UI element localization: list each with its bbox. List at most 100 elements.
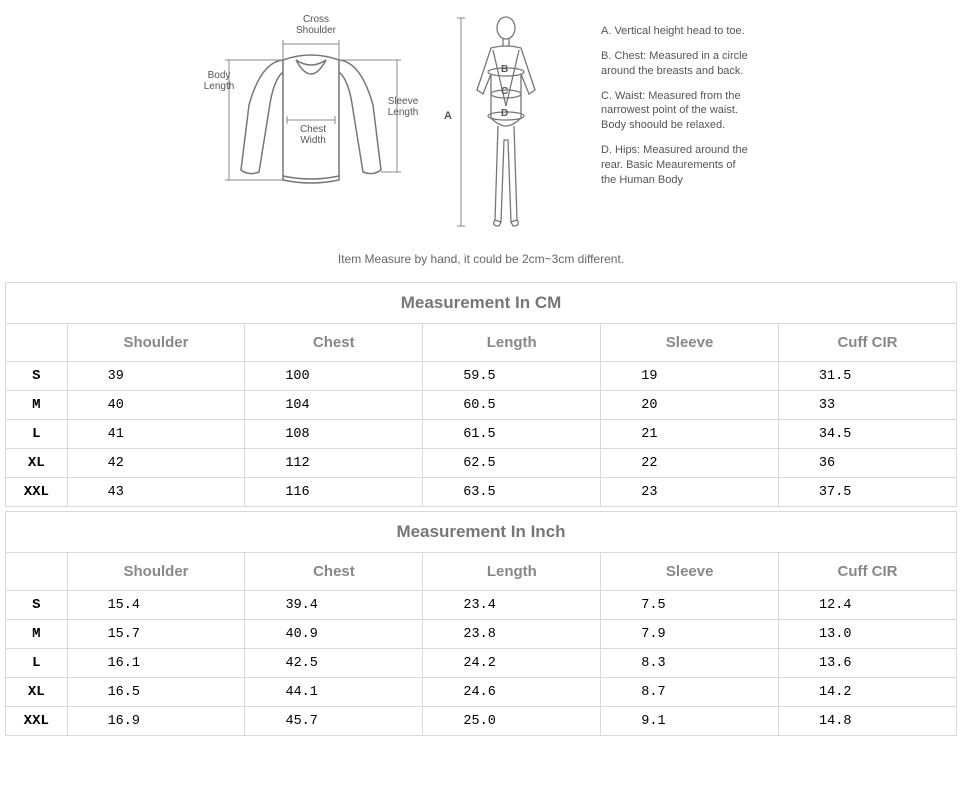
size-cell: M xyxy=(6,391,68,420)
value-cell: 42 xyxy=(67,449,245,478)
table-row: XXL4311663.52337.5 xyxy=(6,478,957,507)
value-cell: 24.2 xyxy=(423,649,601,678)
value-cell: 108 xyxy=(245,420,423,449)
value-cell: 39.4 xyxy=(245,591,423,620)
table-row: S3910059.51931.5 xyxy=(6,362,957,391)
shirt-svg xyxy=(211,10,411,210)
value-cell: 116 xyxy=(245,478,423,507)
table-row: S15.439.423.47.512.4 xyxy=(6,591,957,620)
value-cell: 15.7 xyxy=(67,620,245,649)
size-cell: XXL xyxy=(6,478,68,507)
size-cell: XL xyxy=(6,678,68,707)
value-cell: 13.0 xyxy=(779,620,957,649)
value-cell: 31.5 xyxy=(778,362,956,391)
value-cell: 25.0 xyxy=(423,707,601,736)
body-diagram: A B C D xyxy=(441,10,571,240)
label-cross-shoulder: Cross Shoulder xyxy=(291,14,341,36)
size-cell: L xyxy=(6,649,68,678)
size-cell: M xyxy=(6,620,68,649)
size-cell: S xyxy=(6,591,68,620)
col-shoulder: Shoulder xyxy=(67,324,245,362)
table-inch-header-row: Shoulder Chest Length Sleeve Cuff CIR xyxy=(6,553,957,591)
table-inch: Measurement In Inch Shoulder Chest Lengt… xyxy=(5,511,957,736)
table-inch-title: Measurement In Inch xyxy=(6,512,957,553)
value-cell: 14.2 xyxy=(779,678,957,707)
table-row: XXL16.945.725.09.114.8 xyxy=(6,707,957,736)
value-cell: 7.5 xyxy=(601,591,779,620)
size-cell: XXL xyxy=(6,707,68,736)
value-cell: 23 xyxy=(601,478,779,507)
diagram-row: Cross Shoulder Body Length Chest Width S… xyxy=(5,10,957,240)
col-cuffcir: Cuff CIR xyxy=(778,324,956,362)
value-cell: 16.1 xyxy=(67,649,245,678)
body-svg xyxy=(441,10,571,240)
value-cell: 16.5 xyxy=(67,678,245,707)
value-cell: 61.5 xyxy=(423,420,601,449)
value-cell: 34.5 xyxy=(778,420,956,449)
legend-b: B. Chest: Measured in a circle around th… xyxy=(601,49,751,79)
value-cell: 45.7 xyxy=(245,707,423,736)
col-cuffcir: Cuff CIR xyxy=(779,553,957,591)
value-cell: 40 xyxy=(67,391,245,420)
table-cm: Measurement In CM Shoulder Chest Length … xyxy=(5,282,957,507)
value-cell: 43 xyxy=(67,478,245,507)
table-row: L4110861.52134.5 xyxy=(6,420,957,449)
table-row: XL16.544.124.68.714.2 xyxy=(6,678,957,707)
value-cell: 23.4 xyxy=(423,591,601,620)
value-cell: 15.4 xyxy=(67,591,245,620)
value-cell: 44.1 xyxy=(245,678,423,707)
value-cell: 62.5 xyxy=(423,449,601,478)
shirt-diagram: Cross Shoulder Body Length Chest Width S… xyxy=(211,10,411,210)
value-cell: 14.8 xyxy=(779,707,957,736)
table-cm-header-row: Shoulder Chest Length Sleeve Cuff CIR xyxy=(6,324,957,362)
value-cell: 9.1 xyxy=(601,707,779,736)
value-cell: 22 xyxy=(601,449,779,478)
value-cell: 104 xyxy=(245,391,423,420)
col-blank xyxy=(6,553,68,591)
value-cell: 8.7 xyxy=(601,678,779,707)
legend-a: A. Vertical height head to toe. xyxy=(601,24,751,39)
value-cell: 63.5 xyxy=(423,478,601,507)
legend-c: C. Waist: Measured from the narrowest po… xyxy=(601,89,751,134)
col-chest: Chest xyxy=(245,553,423,591)
marker-b: B xyxy=(501,64,508,75)
value-cell: 13.6 xyxy=(779,649,957,678)
value-cell: 112 xyxy=(245,449,423,478)
legend-box: A. Vertical height head to toe. B. Chest… xyxy=(601,10,751,198)
value-cell: 100 xyxy=(245,362,423,391)
value-cell: 42.5 xyxy=(245,649,423,678)
size-cell: XL xyxy=(6,449,68,478)
marker-a: A xyxy=(444,110,452,122)
value-cell: 20 xyxy=(601,391,779,420)
value-cell: 36 xyxy=(778,449,956,478)
legend-d: D. Hips: Measured around the rear. Basic… xyxy=(601,143,751,188)
value-cell: 37.5 xyxy=(778,478,956,507)
value-cell: 19 xyxy=(601,362,779,391)
value-cell: 7.9 xyxy=(601,620,779,649)
value-cell: 33 xyxy=(778,391,956,420)
col-length: Length xyxy=(423,324,601,362)
value-cell: 60.5 xyxy=(423,391,601,420)
table-row: M15.740.923.87.913.0 xyxy=(6,620,957,649)
col-chest: Chest xyxy=(245,324,423,362)
marker-d: D xyxy=(501,108,508,119)
value-cell: 59.5 xyxy=(423,362,601,391)
table-row: XL4211262.52236 xyxy=(6,449,957,478)
value-cell: 40.9 xyxy=(245,620,423,649)
measure-note: Item Measure by hand, it could be 2cm~3c… xyxy=(5,252,957,266)
value-cell: 16.9 xyxy=(67,707,245,736)
label-body-length: Body Length xyxy=(199,70,239,92)
size-cell: L xyxy=(6,420,68,449)
label-chest-width: Chest Width xyxy=(293,124,333,146)
col-blank xyxy=(6,324,68,362)
value-cell: 8.3 xyxy=(601,649,779,678)
marker-c: C xyxy=(501,86,508,97)
value-cell: 39 xyxy=(67,362,245,391)
size-cell: S xyxy=(6,362,68,391)
label-sleeve-length: Sleeve Length xyxy=(383,96,423,118)
value-cell: 24.6 xyxy=(423,678,601,707)
col-length: Length xyxy=(423,553,601,591)
col-sleeve: Sleeve xyxy=(601,553,779,591)
col-sleeve: Sleeve xyxy=(601,324,779,362)
value-cell: 12.4 xyxy=(779,591,957,620)
